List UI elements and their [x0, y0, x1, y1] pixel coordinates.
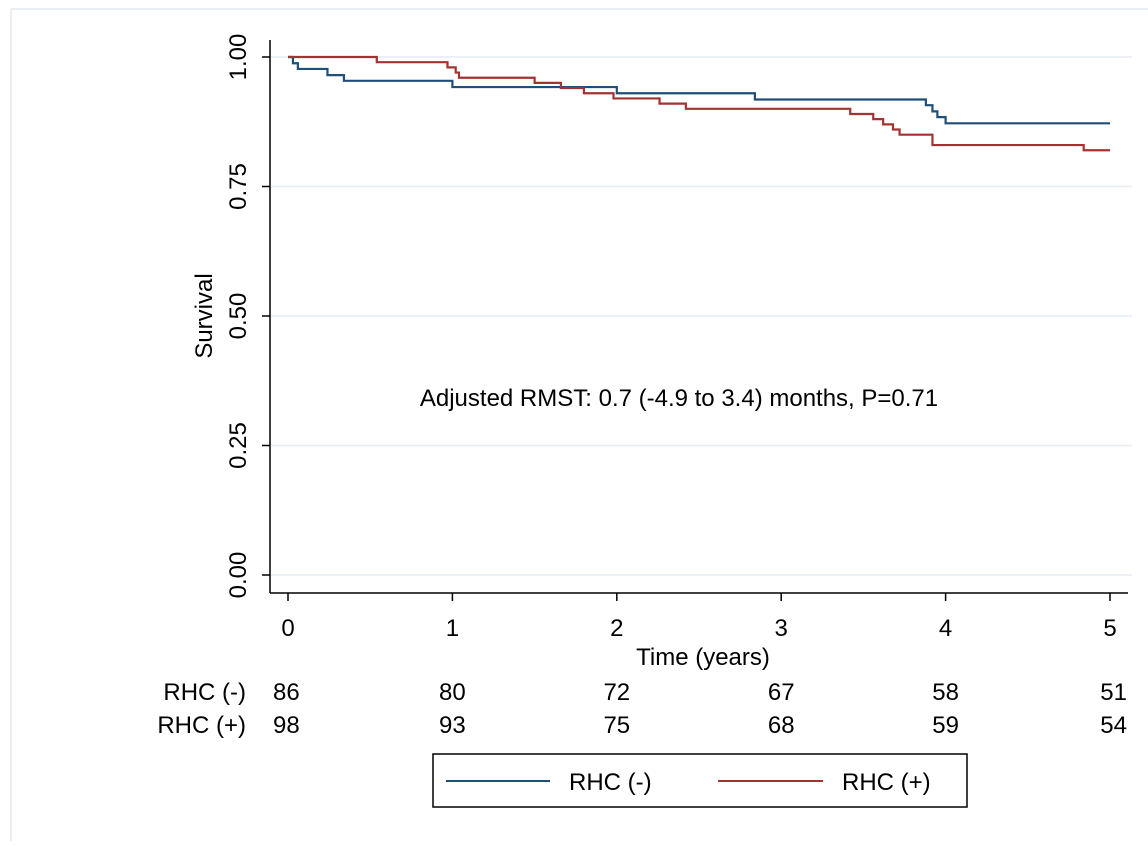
x-tick-label: 1: [446, 615, 459, 642]
risk-value: 86: [273, 679, 300, 706]
y-axis-label: Survival: [191, 273, 218, 358]
survival-curve-rhc-plus: [288, 55, 1110, 152]
axes: 0.00 0.25 0.50 0.75 1.00 0 1 2 3 4 5: [225, 34, 1128, 642]
risk-value: 51: [1100, 679, 1127, 706]
y-tick-label: 0.25: [225, 422, 252, 469]
y-tick-label: 0.00: [225, 552, 252, 599]
x-tick-label: 4: [939, 615, 952, 642]
risk-value: 59: [932, 712, 959, 739]
y-tick-label: 0.75: [225, 163, 252, 210]
y-tick-label: 1.00: [225, 34, 252, 81]
risk-row-label: RHC (-): [163, 679, 246, 706]
rmst-annotation: Adjusted RMST: 0.7 (-4.9 to 3.4) months,…: [420, 385, 938, 412]
risk-value: 54: [1100, 712, 1127, 739]
risk-value: 75: [603, 712, 630, 739]
risk-value: 72: [603, 679, 630, 706]
x-tick-label: 5: [1103, 615, 1116, 642]
x-tick-label: 2: [610, 615, 623, 642]
x-tick-label: 0: [281, 615, 294, 642]
risk-value: 93: [439, 712, 466, 739]
legend: RHC (-) RHC (+): [432, 753, 968, 808]
legend-box: [432, 753, 968, 808]
risk-row-label: RHC (+): [157, 712, 246, 739]
risk-value: 58: [932, 679, 959, 706]
gridlines: [270, 56, 1132, 576]
legend-label-rhc-minus: RHC (-): [569, 769, 652, 796]
y-tick-label: 0.50: [225, 293, 252, 340]
x-axis-label: Time (years): [636, 644, 770, 671]
risk-value: 67: [768, 679, 795, 706]
risk-value: 80: [439, 679, 466, 706]
survival-curves: [288, 55, 1110, 152]
risk-value: 68: [768, 712, 795, 739]
risk-value: 98: [273, 712, 300, 739]
survival-curve-rhc-minus: [288, 55, 1110, 125]
number-at-risk-table: RHC (-) 86 80 72 67 58 51 RHC (+) 98 93 75 68 59 54: [157, 679, 1127, 739]
legend-label-rhc-plus: RHC (+): [842, 769, 931, 796]
x-tick-label: 3: [775, 615, 788, 642]
